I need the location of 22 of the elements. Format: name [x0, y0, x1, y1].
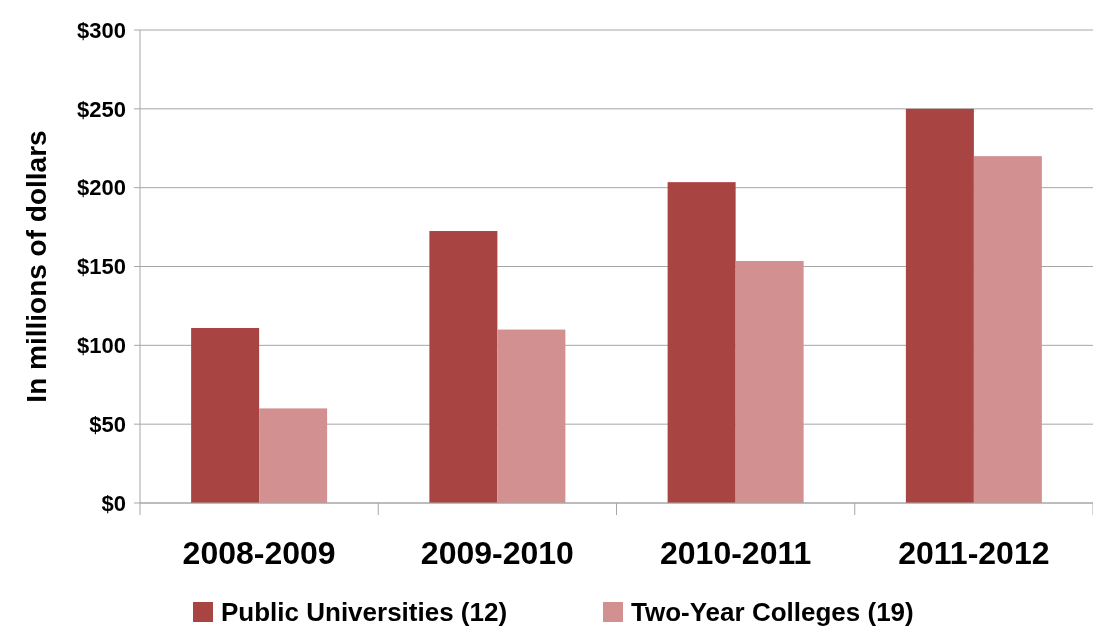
legend-label: Two-Year Colleges (19)	[631, 597, 914, 628]
bar	[905, 108, 974, 503]
y-tick-label: $250	[77, 96, 126, 122]
y-tick-label: $50	[89, 411, 126, 437]
bar	[667, 182, 736, 503]
y-tick-label: $100	[77, 333, 126, 359]
x-tick-label: 2011-2012	[898, 535, 1050, 571]
y-tick-label: $300	[77, 17, 126, 43]
bar	[735, 260, 804, 503]
legend-label: Public Universities (12)	[221, 597, 508, 628]
bar	[973, 156, 1042, 503]
y-tick-label: $150	[77, 254, 126, 280]
bar	[429, 231, 498, 503]
y-tick-label: $0	[101, 490, 126, 516]
y-axis-title: In millions of dollars	[21, 130, 52, 403]
x-tick-label: 2010-2011	[659, 535, 812, 571]
bar	[497, 329, 566, 503]
x-tick-label: 2008-2009	[182, 535, 336, 571]
x-tick-label: 2009-2010	[420, 535, 574, 571]
y-tick-label: $200	[77, 175, 126, 201]
bar	[259, 408, 328, 503]
bar	[191, 327, 260, 503]
